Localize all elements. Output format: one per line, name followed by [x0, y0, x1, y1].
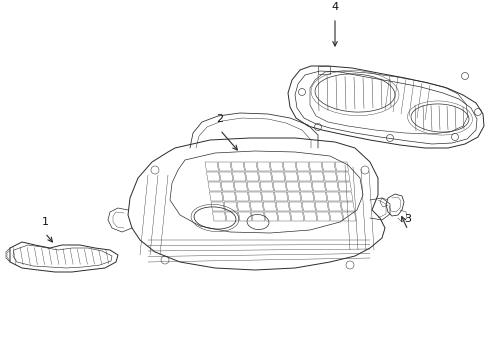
Bar: [317, 66, 329, 74]
Text: 1: 1: [41, 217, 48, 227]
Text: 4: 4: [331, 2, 338, 12]
Text: 3: 3: [404, 214, 411, 224]
Text: 2: 2: [216, 114, 223, 124]
